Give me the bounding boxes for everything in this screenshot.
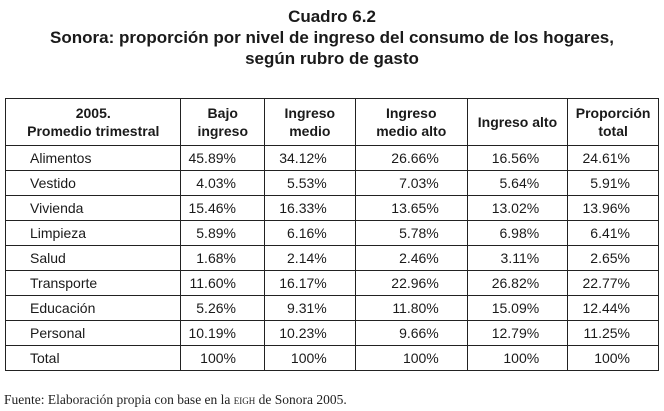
table-caption: Cuadro 6.2 Sonora: proporción por nivel …: [0, 7, 664, 69]
table-cell: 5.64%: [466, 170, 569, 196]
table-cell: 34.12%: [263, 145, 356, 171]
table-cell: 12.44%: [567, 295, 659, 321]
table-row: Total 100% 100% 100% 100% 100%: [4, 345, 659, 371]
row-label: Alimentos: [4, 145, 182, 171]
table-cell: 16.56%: [466, 145, 569, 171]
source-acronym: EIGH: [233, 392, 256, 407]
row-label: Salud: [4, 245, 182, 271]
table-cell: 9.31%: [263, 295, 356, 321]
table-cell: 16.17%: [263, 270, 356, 296]
table-cell: 5.89%: [180, 220, 265, 246]
table-cell: 10.23%: [263, 320, 356, 346]
header-row: 2005. Promedio trimestral Bajo ingreso Ing…: [4, 98, 659, 146]
table-cell: 5.26%: [180, 295, 265, 321]
table-cell: 6.16%: [263, 220, 356, 246]
table-title-line-1: Sonora: proporción por nivel de ingreso …: [50, 28, 614, 47]
column-header: Proporción total: [567, 98, 659, 146]
table-cell: 13.65%: [354, 195, 468, 221]
column-header: Ingreso alto: [466, 98, 569, 146]
column-header: 2005. Promedio trimestral: [4, 98, 182, 146]
table-cell: 15.46%: [180, 195, 265, 221]
table-body: Alimentos 45.89% 34.12% 26.66% 16.56% 24.61% V…: [4, 145, 659, 371]
table-cell: 6.98%: [466, 220, 569, 246]
table-cell: 100%: [567, 345, 659, 371]
table-cell: 10.19%: [180, 320, 265, 346]
table-cell: 13.96%: [567, 195, 659, 221]
table-row: Educación 5.26% 9.31% 11.80% 15.09% 12.44%: [4, 295, 659, 321]
row-label: Educación: [4, 295, 182, 321]
table-number: Cuadro 6.2: [288, 7, 376, 26]
table-row: Alimentos 45.89% 34.12% 26.66% 16.56% 24.61%: [4, 145, 659, 171]
table-cell: 22.77%: [567, 270, 659, 296]
table-row: Vivienda 15.46% 16.33% 13.65% 13.02% 13.96%: [4, 195, 659, 221]
table-cell: 15.09%: [466, 295, 569, 321]
data-table: 2005. Promedio trimestral Bajo ingreso Ing…: [4, 98, 659, 371]
table-cell: 26.82%: [466, 270, 569, 296]
table-cell: 11.80%: [354, 295, 468, 321]
table-cell: 5.53%: [263, 170, 356, 196]
row-label: Vivienda: [4, 195, 182, 221]
table-cell: 100%: [263, 345, 356, 371]
table-row: Transporte 11.60% 16.17% 22.96% 26.82% 22.77%: [4, 270, 659, 296]
column-header: Ingreso medio alto: [354, 98, 468, 146]
table-cell: 4.03%: [180, 170, 265, 196]
table-row: Personal 10.19% 10.23% 9.66% 12.79% 11.25%: [4, 320, 659, 346]
source-note: Fuente: Elaboración propia con base en l…: [4, 392, 347, 407]
row-label: Vestido: [4, 170, 182, 196]
table-cell: 2.65%: [567, 245, 659, 271]
row-label: Transporte: [4, 270, 182, 296]
table-cell: 13.02%: [466, 195, 569, 221]
table-cell: 5.91%: [567, 170, 659, 196]
row-label: Limpieza: [4, 220, 182, 246]
table-row: Salud 1.68% 2.14% 2.46% 3.11% 2.65%: [4, 245, 659, 271]
table-row: Vestido 4.03% 5.53% 7.03% 5.64% 5.91%: [4, 170, 659, 196]
table-cell: 3.11%: [466, 245, 569, 271]
table-title-line-2: según rubro de gasto: [245, 49, 419, 68]
table-cell: 24.61%: [567, 145, 659, 171]
table-cell: 100%: [180, 345, 265, 371]
table-cell: 6.41%: [567, 220, 659, 246]
table-cell: 100%: [354, 345, 468, 371]
table-cell: 5.78%: [354, 220, 468, 246]
table-row: Limpieza 5.89% 6.16% 5.78% 6.98% 6.41%: [4, 220, 659, 246]
table-cell: 9.66%: [354, 320, 468, 346]
table-cell: 2.46%: [354, 245, 468, 271]
row-label: Total: [4, 345, 182, 371]
table-cell: 11.25%: [567, 320, 659, 346]
table-cell: 22.96%: [354, 270, 468, 296]
table-cell: 26.66%: [354, 145, 468, 171]
table-header: 2005. Promedio trimestral Bajo ingreso Ing…: [4, 98, 659, 146]
column-header: Bajo ingreso: [180, 98, 265, 146]
table-cell: 100%: [466, 345, 569, 371]
table-cell: 11.60%: [180, 270, 265, 296]
table-cell: 7.03%: [354, 170, 468, 196]
table-cell: 12.79%: [466, 320, 569, 346]
table-cell: 16.33%: [263, 195, 356, 221]
table-cell: 45.89%: [180, 145, 265, 171]
column-header: Ingreso medio: [263, 98, 356, 146]
table-cell: 1.68%: [180, 245, 265, 271]
row-label: Personal: [4, 320, 182, 346]
table-cell: 2.14%: [263, 245, 356, 271]
